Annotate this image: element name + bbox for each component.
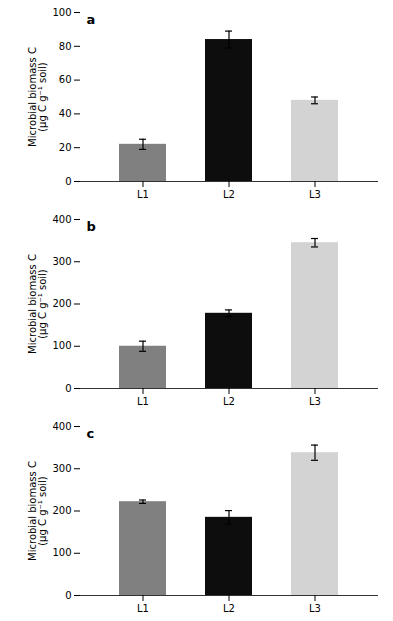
svg-text:b: b	[87, 219, 96, 234]
svg-text:0: 0	[65, 383, 71, 394]
svg-text:400: 400	[52, 421, 71, 432]
svg-text:200: 200	[52, 505, 71, 516]
svg-text:200: 200	[52, 298, 71, 309]
svg-text:40: 40	[59, 108, 72, 119]
svg-text:60: 60	[59, 74, 72, 85]
svg-text:L2: L2	[223, 396, 235, 407]
svg-text:Microbial biomass C(μg C g⁻¹ s: Microbial biomass C(μg C g⁻¹ soil)	[27, 254, 48, 354]
svg-text:L2: L2	[223, 603, 235, 614]
svg-text:100: 100	[52, 340, 71, 351]
svg-text:L1: L1	[137, 603, 149, 614]
svg-text:400: 400	[52, 214, 71, 225]
svg-text:L2: L2	[223, 189, 235, 200]
svg-text:Microbial biomass C(μg C g⁻¹ s: Microbial biomass C(μg C g⁻¹ soil)	[27, 47, 48, 147]
svg-text:L3: L3	[309, 603, 321, 614]
svg-text:100: 100	[52, 7, 71, 18]
svg-text:300: 300	[52, 463, 71, 474]
svg-text:L1: L1	[137, 189, 149, 200]
svg-text:a: a	[87, 12, 96, 27]
svg-text:100: 100	[52, 547, 71, 558]
svg-text:300: 300	[52, 256, 71, 267]
svg-text:80: 80	[59, 41, 72, 52]
svg-text:0: 0	[65, 590, 71, 601]
svg-text:Microbial biomass C(μg C g⁻¹ s: Microbial biomass C(μg C g⁻¹ soil)	[27, 461, 48, 561]
svg-text:20: 20	[59, 142, 72, 153]
svg-text:L3: L3	[309, 396, 321, 407]
svg-text:c: c	[87, 426, 95, 441]
svg-text:L1: L1	[137, 396, 149, 407]
svg-text:L3: L3	[309, 189, 321, 200]
svg-text:0: 0	[65, 176, 71, 187]
